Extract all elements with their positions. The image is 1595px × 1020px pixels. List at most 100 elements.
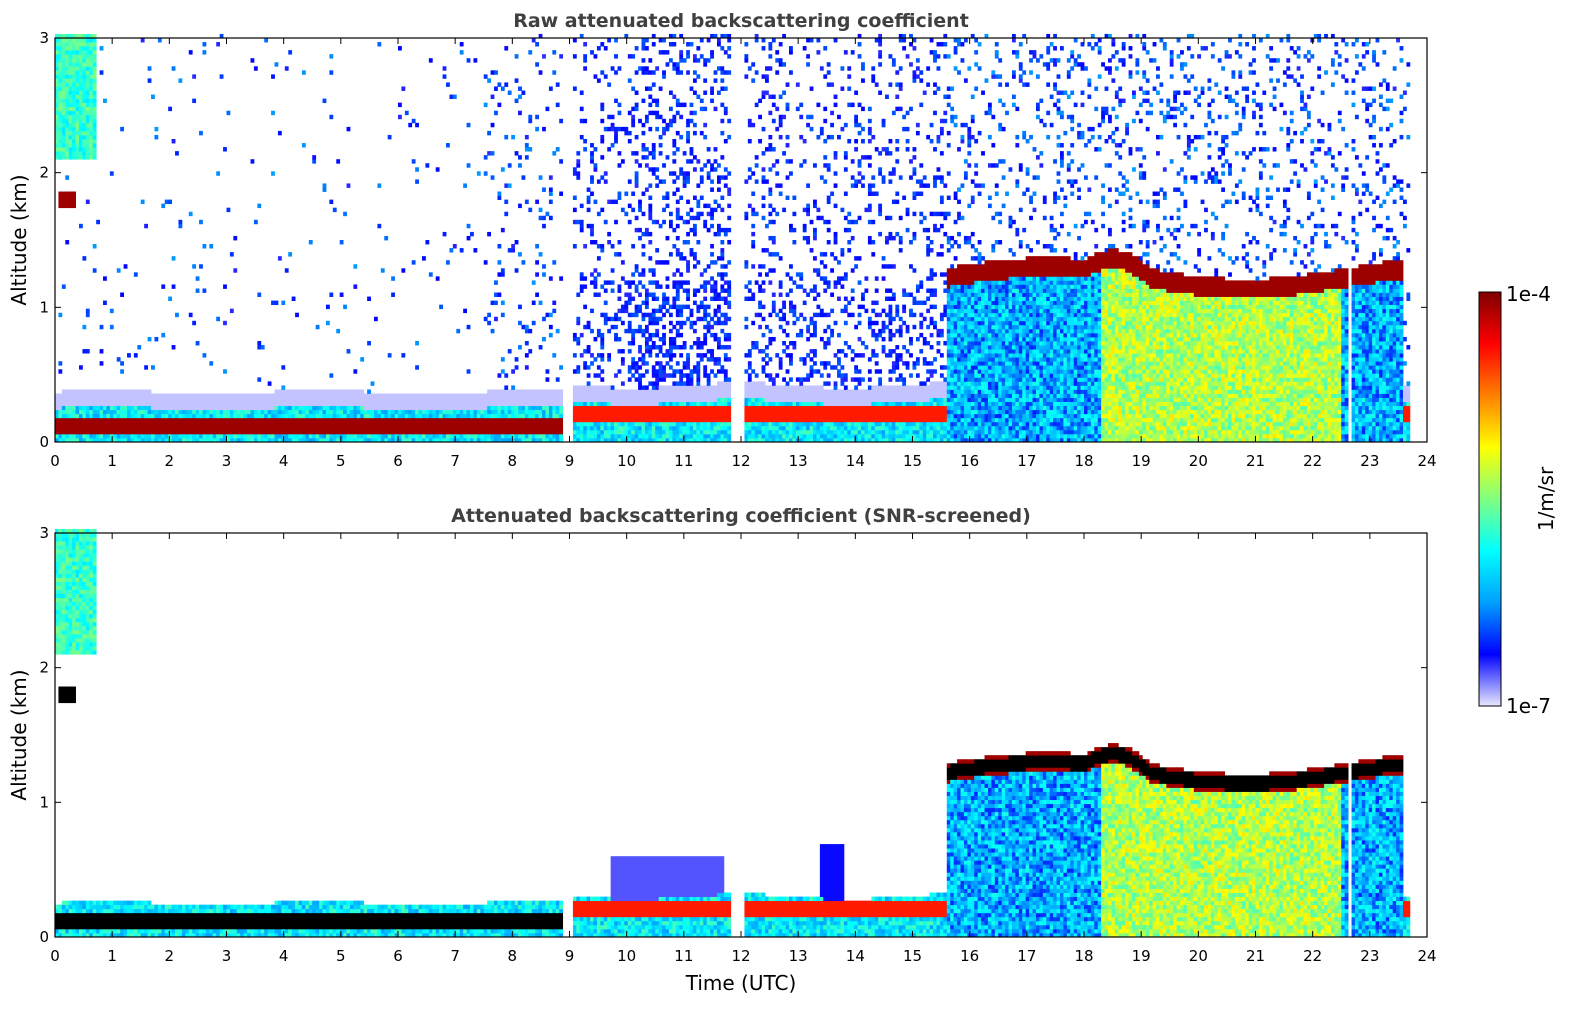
heatmap-cell-216-61 [792, 195, 797, 200]
heatmap-cell-51-3 [226, 429, 231, 435]
heatmap-cell-194-20 [716, 361, 721, 366]
heatmap-cell-179-93 [665, 62, 670, 67]
heatmap-cell-114-3 [446, 429, 450, 435]
heatmap-cell-3-77 [61, 130, 66, 136]
heatmap-cell-211-94 [775, 58, 780, 63]
heatmap-cell-197-5 [727, 417, 732, 423]
heatmap-cell-18-7 [113, 409, 118, 415]
heatmap-cell-169-32 [634, 312, 639, 318]
heatmap-cell-138-3 [528, 429, 533, 435]
heatmap-cell-188-17 [696, 373, 701, 378]
heatmap-cell-9-5 [82, 421, 87, 427]
heatmap-cell-218-11 [799, 397, 804, 402]
heatmap-cell-173-61 [648, 195, 653, 200]
heatmap-cell-168-12 [631, 393, 636, 398]
heatmap-cell-192-18 [710, 369, 714, 374]
heatmap-cell-161-28 [607, 328, 612, 334]
heatmap-cell-94-1 [377, 437, 382, 443]
heatmap-cell-167-16 [627, 377, 632, 382]
heatmap-cell-190-14 [703, 385, 708, 390]
heatmap-cell-177-10 [662, 401, 666, 407]
heatmap-cell-90-12 [363, 393, 368, 398]
heatmap-cell-44-3 [202, 429, 207, 435]
heatmap-cell-73-7 [301, 413, 306, 419]
heatmap-cell-204-58 [751, 207, 756, 213]
heatmap-cell-5-9 [68, 405, 73, 411]
heatmap-cell-21-7 [123, 409, 128, 415]
heatmap-cell-40-10 [188, 401, 193, 407]
heatmap-cell-126-5 [487, 417, 492, 423]
heatmap-cell-218-1 [799, 437, 804, 443]
heatmap-cell-202-13 [744, 389, 749, 394]
heatmap-cell-168-13 [631, 389, 636, 394]
heatmap-cell-5-96 [68, 50, 73, 55]
heatmap-cell-157-37 [593, 292, 598, 297]
heatmap-cell-184-10 [682, 401, 687, 407]
heatmap-cell-86-12 [349, 393, 354, 398]
heatmap-cell-69-47 [288, 252, 293, 257]
heatmap-cell-102-3 [404, 429, 409, 435]
heatmap-cell-118-10 [459, 401, 464, 407]
heatmap-cell-68-43 [284, 268, 289, 273]
heatmap-cell-127-91 [490, 70, 495, 75]
heatmap-cell-224-7 [819, 409, 824, 415]
heatmap-cell-88-7 [356, 409, 361, 415]
heatmap-cell-173-68 [648, 167, 653, 172]
heatmap-cell-53-2 [233, 433, 238, 439]
heatmap-cell-207-2 [761, 433, 766, 439]
heatmap-cell-189-11 [699, 397, 704, 402]
heatmap-cell-136-5 [521, 421, 526, 427]
heatmap-cell-156-28 [590, 328, 594, 334]
heatmap-cell-84-5 [343, 421, 347, 427]
heatmap-cell-214-9 [785, 405, 790, 411]
heatmap-cell-87-12 [353, 393, 358, 398]
heatmap-cell-27-13 [144, 389, 149, 394]
heatmap-cell-9-96 [82, 50, 87, 55]
heatmap-cell-105-10 [415, 401, 419, 407]
heatmap-cell-1-11 [55, 397, 59, 402]
heatmap-cell-22-7 [127, 413, 131, 419]
heatmap-cell-160-97 [603, 46, 608, 51]
heatmap-cell-203-3 [747, 429, 752, 435]
heatmap-cell-138-5 [528, 417, 533, 423]
heatmap-cell-188-4 [696, 425, 701, 431]
heatmap-cell-169-18 [634, 369, 639, 374]
heatmap-cell-163-5 [614, 421, 618, 427]
heatmap-cell-174-3 [651, 429, 656, 435]
heatmap-cell-206-23 [758, 349, 762, 354]
heatmap-cell-40-5 [188, 421, 193, 427]
heatmap-cell-51-58 [226, 207, 231, 213]
heatmap-cell-146-83 [555, 102, 560, 108]
heatmap-cell-5-85 [72, 94, 76, 99]
heatmap-cell-179-12 [665, 393, 670, 398]
heatmap-cell-61-4 [260, 425, 265, 431]
heatmap-cell-54-12 [236, 393, 241, 398]
heatmap-cell-175-12 [655, 393, 660, 398]
heatmap-cell-182-57 [675, 211, 680, 217]
heatmap-cell-3-75 [61, 139, 66, 144]
heatmap-cell-92-5 [370, 417, 375, 423]
heatmap-cell-154-14 [583, 385, 588, 390]
heatmap-cell-189-7 [699, 409, 704, 415]
heatmap-cell-68-11 [284, 397, 289, 402]
heatmap-cell-158-9 [596, 405, 601, 411]
heatmap-cell-171-77 [641, 130, 646, 136]
heatmap-cell-213-7 [782, 413, 786, 419]
heatmap-cell-127-28 [490, 328, 495, 334]
heatmap-cell-188-12 [696, 393, 701, 398]
heatmap-cell-161-99 [607, 38, 612, 43]
heatmap-cell-64-12 [271, 393, 275, 398]
heatmap-cell-190-4 [703, 425, 708, 431]
heatmap-cell-81-2 [332, 433, 337, 439]
heatmap-cell-187-71 [692, 155, 697, 160]
heatmap-cell-137-19 [524, 365, 529, 370]
heatmap-cell-15-13 [103, 389, 107, 394]
heatmap-cell-78-63 [322, 187, 327, 192]
heatmap-cell-194-42 [716, 272, 721, 277]
heatmap-cell-169-91 [634, 70, 639, 75]
heatmap-cell-166-13 [624, 389, 629, 394]
heatmap-cell-222-60 [813, 199, 817, 205]
heatmap-cell-221-23 [809, 349, 814, 354]
heatmap-cell-129-42 [497, 272, 502, 277]
heatmap-cell-174-88 [651, 82, 656, 87]
